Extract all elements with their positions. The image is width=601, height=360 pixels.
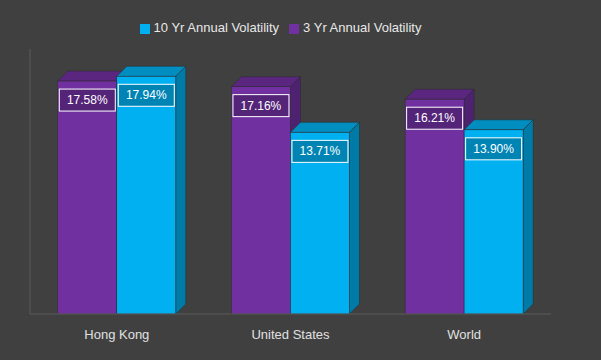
svg-text:17.58%: 17.58% (67, 93, 108, 107)
html-text:3 Yr Annual Volatility: 3 Yr Annual Volatility (303, 20, 422, 35)
svg-text:17.16%: 17.16% (241, 99, 282, 113)
svg-text:United States: United States (251, 327, 330, 342)
svg-text:World: World (447, 327, 481, 342)
svg-text:Hong Kong: Hong Kong (84, 327, 149, 342)
svg-text:13.90%: 13.90% (473, 142, 514, 156)
svg-text:17.94%: 17.94% (126, 88, 167, 102)
svg-text:16.21%: 16.21% (414, 111, 455, 125)
html-text:10 Yr Annual Volatility: 10 Yr Annual Volatility (153, 20, 280, 35)
svg-text:13.71%: 13.71% (300, 144, 341, 158)
